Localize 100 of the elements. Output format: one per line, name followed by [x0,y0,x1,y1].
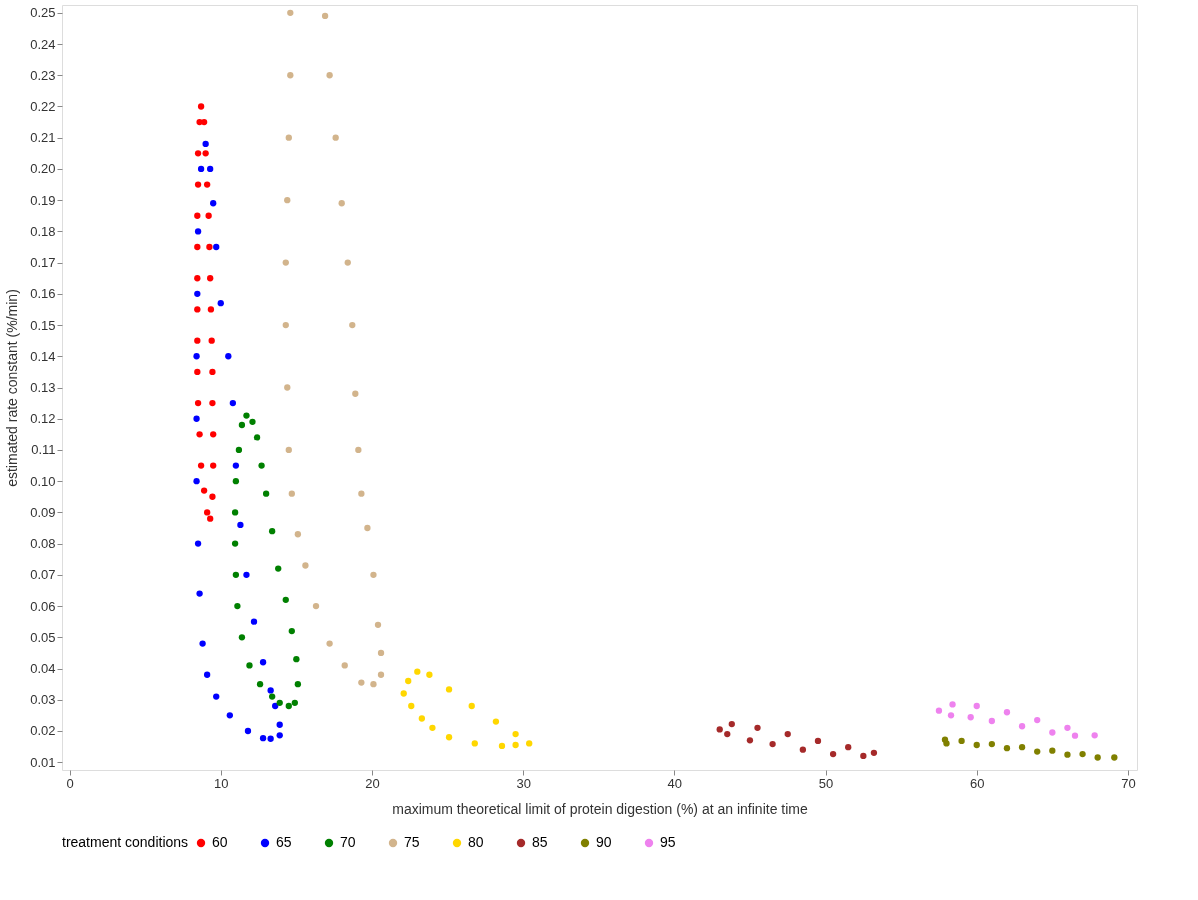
point [202,150,209,157]
y-tick-label: 0.14 [30,348,56,364]
point [355,446,362,454]
point [225,353,232,360]
point [193,478,200,485]
point [935,707,943,714]
point [276,699,283,707]
point [312,602,320,610]
point [947,712,955,719]
point [209,493,216,500]
point [326,72,333,79]
point [243,412,250,419]
point [276,732,283,739]
point [973,741,980,749]
point [526,740,533,747]
point [285,446,292,454]
point [267,687,274,694]
point [445,686,453,693]
point [1064,724,1071,731]
point [870,749,878,756]
point [199,640,206,647]
point [1071,732,1079,739]
point [262,490,270,497]
point [194,181,202,188]
point [234,602,241,610]
point [370,680,377,688]
point [282,596,289,603]
point [194,243,201,251]
point [370,571,377,578]
point [374,621,382,628]
point [250,618,258,625]
legend-label: 65 [276,834,292,850]
point [209,368,216,376]
point [287,72,294,79]
y-tick-label: 0.19 [30,192,56,208]
point [194,228,202,235]
point [746,737,754,744]
point [194,212,201,219]
point [1003,744,1011,752]
point [238,421,246,429]
point [1064,751,1071,758]
point [194,368,201,376]
point [203,671,211,678]
point [259,735,267,742]
point [288,490,295,497]
x-tick-label: 0 [66,775,74,791]
point [405,677,412,685]
point [358,490,365,497]
point [193,415,200,422]
point [200,487,208,494]
point [213,243,220,251]
point [1111,754,1118,761]
point [293,656,300,663]
point [1049,747,1056,754]
y-tick-label: 0.22 [30,98,56,114]
y-tick-label: 0.02 [30,723,56,739]
point [194,150,202,157]
point [784,730,791,738]
point [232,462,240,469]
y-tick-label: 0.15 [30,317,56,333]
point [267,735,274,742]
point [829,750,837,758]
point [414,668,421,675]
legend-label: 60 [212,834,228,850]
x-tick-label: 40 [667,775,683,791]
point [352,390,359,397]
point [253,434,261,441]
x-tick-label: 70 [1121,775,1136,791]
y-tick-label: 0.17 [30,255,56,271]
point [269,527,276,535]
y-tick-label: 0.01 [30,754,56,770]
point [285,702,292,710]
point [377,671,385,678]
point [276,721,283,728]
point [291,699,298,707]
point [445,734,453,741]
point [408,702,415,710]
y-tick-label: 0.05 [30,629,56,645]
point [988,717,996,725]
point [229,399,237,407]
point [282,321,289,329]
point [202,140,209,148]
point [205,212,212,219]
point [194,306,201,313]
point [238,634,246,641]
point [287,9,294,16]
point [209,399,216,407]
point [197,165,205,173]
point [243,571,250,578]
point [512,741,519,749]
point [194,275,201,282]
point [203,509,211,516]
point [1003,709,1011,716]
point [193,353,200,360]
point [1018,744,1026,751]
point [799,746,807,753]
point [344,259,351,266]
point [256,680,264,688]
point [231,509,239,516]
point [1049,729,1056,736]
